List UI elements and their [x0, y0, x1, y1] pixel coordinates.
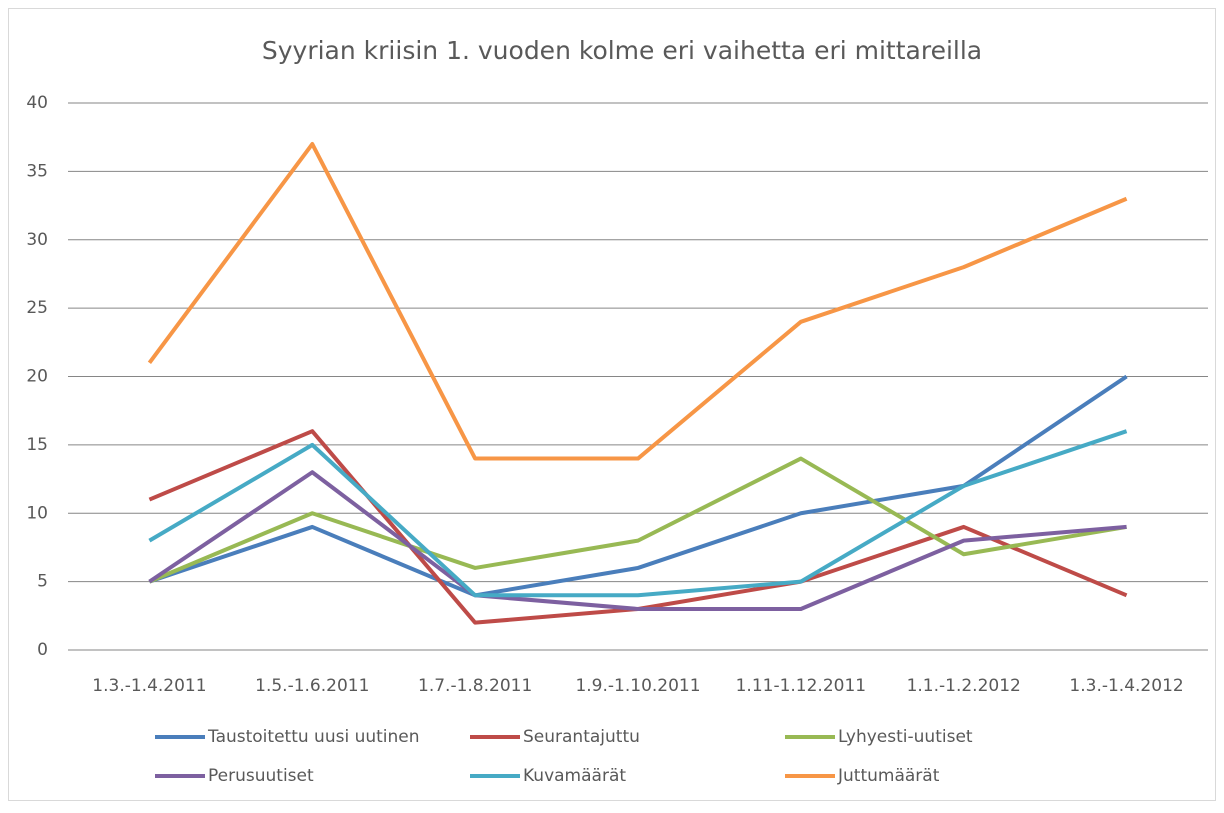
series-line — [148, 456, 1127, 584]
x-tick-label: 1.7.-1.8.2011 — [418, 676, 532, 696]
x-tick-label: 1.11-1.12.2011 — [736, 676, 867, 696]
chart-border — [8, 8, 1216, 801]
x-tick-label: 1.3.-1.4.2011 — [92, 676, 206, 696]
legend-label: Perusuutiset — [208, 766, 314, 786]
legend-label: Kuvamäärät — [523, 766, 626, 786]
series-line — [147, 142, 1128, 461]
y-tick-label: 30 — [26, 230, 48, 250]
y-tick-label: 10 — [26, 503, 48, 523]
legend-label: Taustoitettu uusi uutinen — [207, 727, 420, 747]
x-tick-label: 1.3.-1.4.2012 — [1069, 676, 1183, 696]
legend-label: Juttumäärät — [837, 766, 940, 786]
legend-label: Lyhyesti-uutiset — [838, 727, 973, 747]
x-tick-label: 1.9.-1.10.2011 — [575, 676, 700, 696]
y-tick-label: 35 — [26, 161, 48, 181]
series-line — [148, 429, 1128, 598]
x-tick-label: 1.5.-1.6.2011 — [255, 676, 369, 696]
y-tick-label: 40 — [26, 93, 48, 113]
x-tick-label: 1.1.-1.2.2012 — [907, 676, 1021, 696]
y-tick-label: 25 — [26, 298, 48, 318]
y-tick-label: 20 — [26, 367, 48, 387]
y-tick-label: 15 — [26, 435, 48, 455]
legend-label: Seurantajuttu — [523, 727, 640, 747]
chart-title: Syyrian kriisin 1. vuoden kolme eri vaih… — [262, 36, 982, 65]
series-line — [148, 470, 1127, 611]
y-tick-label: 0 — [37, 640, 48, 660]
y-tick-label: 5 — [37, 572, 48, 592]
